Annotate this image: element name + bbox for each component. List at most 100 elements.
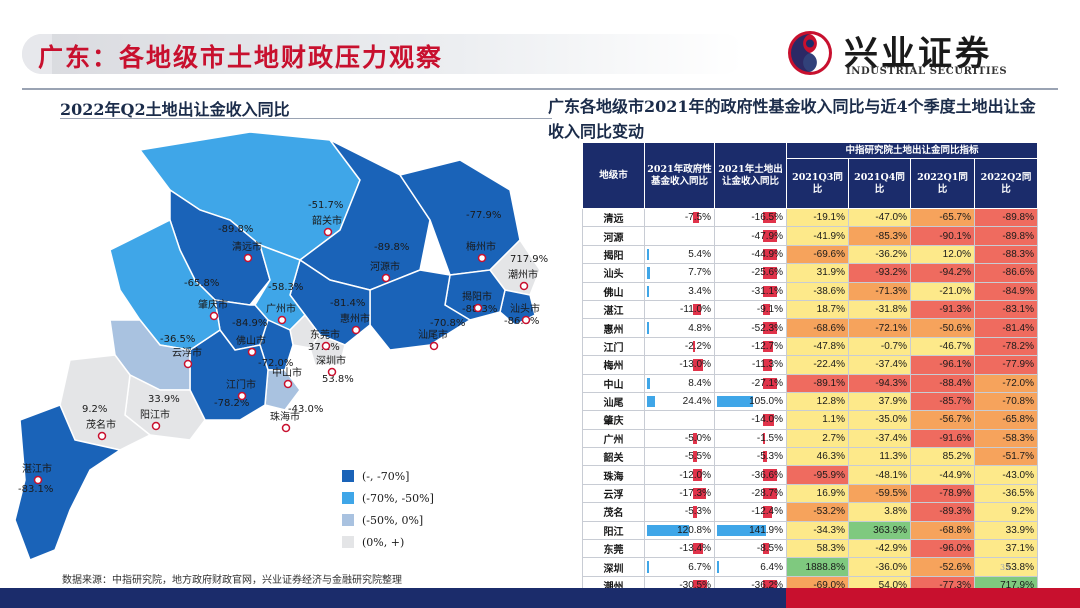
cell-quarter-yoy: -85.3% — [848, 226, 911, 246]
col-group-header: 中指研究院土地出让金同比指标 — [785, 142, 1039, 159]
table-row: 韶关 -5.5% -5.3% 46.3% 11.3% 85.2% -51.7% — [582, 447, 1039, 467]
data-bar — [763, 432, 765, 445]
city-marker-icon — [237, 391, 247, 401]
data-bar — [693, 506, 698, 518]
cell-quarter-yoy: -78.9% — [910, 483, 975, 504]
cell-quarter-yoy: -88.3% — [973, 244, 1039, 265]
cell-city: 河源 — [582, 226, 645, 246]
cell-quarter-yoy: -84.9% — [973, 281, 1039, 301]
cell-gov-yoy: -11.0% — [644, 299, 715, 320]
data-bar — [763, 414, 774, 426]
map-city-value: -89.8% — [218, 224, 253, 235]
cell-quarter-yoy: -81.4% — [973, 318, 1039, 338]
cell-land-yoy: -9.1% — [714, 299, 787, 320]
cell-quarter-yoy: -38.6% — [786, 281, 849, 301]
data-bar — [763, 340, 773, 353]
cell-quarter-yoy: -47.0% — [848, 207, 911, 228]
map-city-value: -51.7% — [308, 200, 343, 211]
cell-quarter-yoy: 363.9% — [848, 520, 911, 541]
cell-land-yoy: 105.0% — [714, 391, 787, 412]
cell-quarter-yoy: 85.2% — [910, 447, 975, 467]
cell-quarter-yoy: -65.8% — [973, 410, 1039, 430]
cell-land-yoy: -31.1% — [714, 281, 787, 301]
city-marker-icon — [33, 475, 43, 485]
cell-quarter-yoy: -96.0% — [910, 539, 975, 559]
map-city-label: 潮州市 — [508, 268, 538, 281]
table-row: 东莞 -13.4% -8.5% 58.3% -42.9% -96.0% 37.1% — [582, 539, 1039, 559]
cell-quarter-yoy: -51.7% — [973, 447, 1039, 467]
cell-quarter-yoy: -43.0% — [973, 465, 1039, 485]
legend-swatch — [342, 470, 354, 482]
table-title: 广东各地级市2021年的政府性基金收入同比与近4个季度土地出让金收入同比变动 — [548, 97, 1036, 141]
cell-quarter-yoy: -36.5% — [973, 483, 1039, 504]
city-marker-icon — [519, 281, 529, 291]
cell-quarter-yoy: -48.1% — [848, 465, 911, 485]
map-city-label: 汕尾市 — [418, 328, 448, 341]
city-marker-icon — [277, 315, 287, 325]
data-bar — [763, 303, 770, 316]
table-row: 肇庆 -14.0% 1.1% -35.0% -56.7% -65.8% — [582, 410, 1039, 430]
city-marker-icon — [473, 303, 483, 313]
cell-city: 中山 — [582, 373, 645, 393]
data-bar — [693, 579, 707, 592]
cell-quarter-yoy: -65.7% — [910, 207, 975, 228]
cell-quarter-yoy: -56.7% — [910, 410, 975, 430]
data-bar — [763, 487, 777, 500]
cell-land-yoy: -12.7% — [714, 336, 787, 357]
cell-quarter-yoy: 9.2% — [973, 502, 1039, 522]
cell-quarter-yoy: -36.2% — [848, 244, 911, 265]
map-city-value: -43.0% — [288, 404, 323, 415]
cell-land-yoy: -52.3% — [714, 318, 787, 338]
cell-city: 江门 — [582, 336, 645, 357]
cell-gov-yoy: -5.0% — [644, 428, 715, 449]
data-bar — [763, 377, 777, 389]
cell-gov-yoy: -17.3% — [644, 483, 715, 504]
table-body: 清远 -7.5% -16.5% -19.1% -47.0% -65.7% -89.8% 河源 -… — [582, 207, 1039, 596]
cell-city: 梅州 — [582, 355, 645, 375]
map-city-value: -81.4% — [330, 298, 365, 309]
guangdong-map: 湛江市 -83.1% 茂名市 9.2% 阳江市 33.9% 云浮市-36.5% 肇庆市 -65.… — [14, 131, 548, 561]
cell-gov-yoy: 5.4% — [644, 244, 715, 265]
cell-quarter-yoy: -53.2% — [786, 502, 849, 522]
data-bar — [693, 487, 707, 500]
col-header-gov: 2021年政府性基金收入同比 — [644, 142, 715, 209]
col-header-q1: 2022Q1同比 — [910, 158, 975, 209]
cell-land-yoy: -16.5% — [714, 207, 787, 228]
page-number: 33 — [1000, 563, 1011, 572]
cell-quarter-yoy: 3.8% — [848, 502, 911, 522]
city-marker-icon — [283, 379, 293, 389]
data-table-wrap: 地级市 2021年政府性基金收入同比 2021年土地出让金收入同比 中指研究院土… — [582, 142, 1039, 596]
map-city-label: 东莞市 — [310, 328, 340, 341]
title-accent — [22, 34, 52, 74]
city-marker-icon — [327, 367, 337, 377]
footer-source: 数据来源：中指研究院，地方政府财政官网，兴业证券经济与金融研究院整理 — [62, 575, 402, 586]
cell-quarter-yoy: -37.4% — [848, 355, 911, 375]
cell-gov-yoy — [644, 226, 715, 246]
legend-swatch — [342, 514, 354, 526]
cell-quarter-yoy: -68.6% — [786, 318, 849, 338]
data-bar — [693, 543, 704, 555]
map-city-label: 汕头市 — [510, 302, 540, 315]
cell-land-yoy: -28.7% — [714, 483, 787, 504]
cell-city: 清远 — [582, 207, 645, 228]
map-city-value: -86.6% — [504, 316, 539, 327]
cell-land-yoy: -11.3% — [714, 355, 787, 375]
map-city-value: 717.9% — [510, 254, 548, 265]
data-bar — [763, 451, 768, 463]
table-row: 阳江 120.8% 141.9% -34.3% 363.9% -68.8% 33.9% — [582, 520, 1039, 541]
map-city-label: 深圳市 — [316, 354, 346, 367]
map-city-value: 9.2% — [82, 404, 107, 415]
table-row: 深圳 6.7% 6.4% 1888.8% -36.0% -52.6% 53.8% — [582, 557, 1039, 577]
legend-item: (-70%, -50%] — [342, 487, 434, 509]
cell-gov-yoy: 3.4% — [644, 281, 715, 301]
map-city-label: 揭阳市 — [462, 290, 492, 303]
map-city-value: -36.5% — [160, 334, 195, 345]
cell-land-yoy: -14.0% — [714, 410, 787, 430]
data-bar — [693, 432, 697, 445]
cell-gov-yoy: 6.7% — [644, 557, 715, 577]
cell-land-yoy: -1.5% — [714, 428, 787, 449]
cell-quarter-yoy: -72.0% — [973, 373, 1039, 393]
city-marker-icon — [321, 341, 331, 351]
table-row: 清远 -7.5% -16.5% -19.1% -47.0% -65.7% -89.8% — [582, 207, 1039, 228]
region-shanwei — [369, 269, 472, 351]
